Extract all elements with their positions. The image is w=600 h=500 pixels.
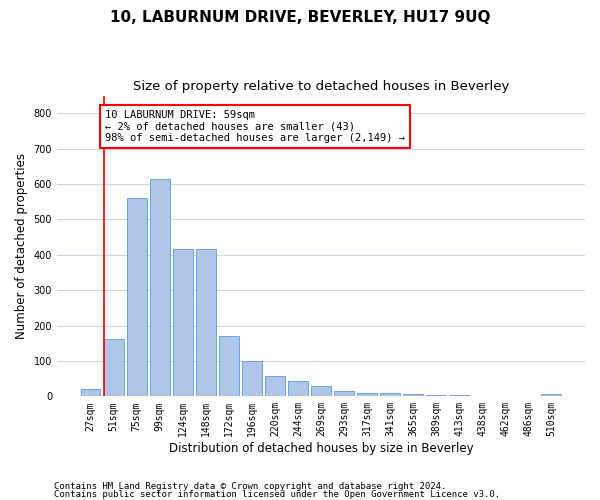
Bar [81, 390, 100, 396]
Text: 10 LABURNUM DRIVE: 59sqm
← 2% of detached houses are smaller (43)
98% of semi-de: 10 LABURNUM DRIVE: 59sqm ← 2% of detache… [105, 110, 405, 143]
Bar [288, 382, 308, 396]
Bar [196, 250, 215, 396]
X-axis label: Distribution of detached houses by size in Beverley: Distribution of detached houses by size … [169, 442, 473, 455]
Bar [403, 394, 423, 396]
Y-axis label: Number of detached properties: Number of detached properties [15, 153, 28, 339]
Bar [426, 394, 446, 396]
Bar [357, 393, 377, 396]
Bar [265, 376, 284, 396]
Bar [127, 198, 146, 396]
Bar [104, 338, 124, 396]
Bar [150, 178, 170, 396]
Text: Contains HM Land Registry data © Crown copyright and database right 2024.: Contains HM Land Registry data © Crown c… [54, 482, 446, 491]
Bar [380, 393, 400, 396]
Bar [173, 250, 193, 396]
Text: Contains public sector information licensed under the Open Government Licence v3: Contains public sector information licen… [54, 490, 500, 499]
Bar [311, 386, 331, 396]
Bar [242, 361, 262, 396]
Text: 10, LABURNUM DRIVE, BEVERLEY, HU17 9UQ: 10, LABURNUM DRIVE, BEVERLEY, HU17 9UQ [110, 10, 490, 25]
Bar [219, 336, 239, 396]
Bar [541, 394, 561, 396]
Title: Size of property relative to detached houses in Beverley: Size of property relative to detached ho… [133, 80, 509, 93]
Bar [334, 391, 354, 396]
